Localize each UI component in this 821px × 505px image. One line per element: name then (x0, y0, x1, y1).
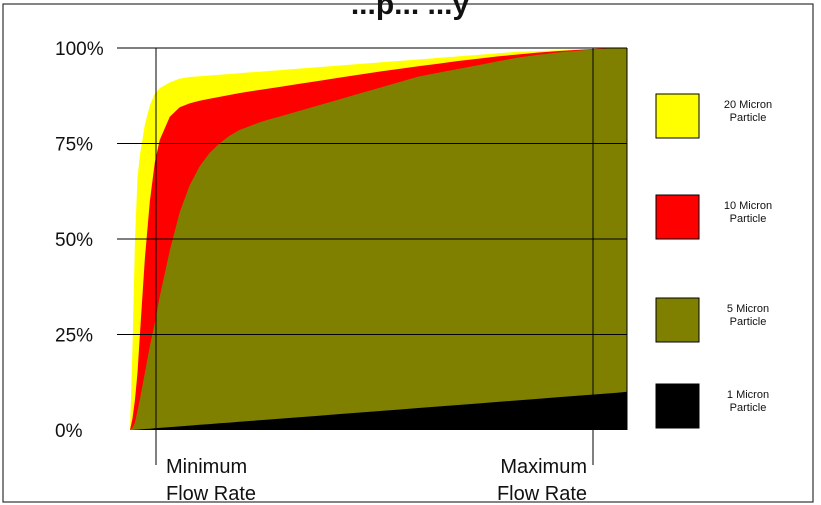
legend-label: 1 Micron Particle (727, 389, 769, 414)
y-tick-label: 0% (55, 421, 83, 442)
max-flow-label: Maximum Flow Rate (497, 456, 587, 505)
min-flow-label: Minimum Flow Rate (166, 456, 256, 505)
legend-swatch-20-micron-particle (655, 93, 700, 139)
legend-label: 10 Micron Particle (724, 200, 772, 225)
chart-title: ...p... ...y (351, 0, 470, 21)
legend-label: 20 Micron Particle (724, 99, 772, 124)
y-tick-label: 100% (55, 39, 104, 60)
area-1-micron-particle (130, 391, 627, 430)
legend-swatch-5-micron-particle (655, 297, 700, 343)
y-tick-label: 50% (55, 230, 93, 251)
legend: 20 Micron Particle 10 Micron Particle 5 Micr… (655, 93, 772, 429)
legend-swatch-10-micron-particle (655, 194, 700, 240)
frame-border (2, 3, 814, 503)
legend-label: 5 Micron Particle (727, 303, 769, 328)
y-tick-label: 75% (55, 135, 93, 156)
legend-swatch-1-micron-particle (655, 383, 700, 429)
y-tick-label: 25% (55, 326, 93, 347)
axis-layer: 0% 25% 50% 75% 100% Minimum Flow Rate Maximum Fl… (55, 39, 628, 505)
